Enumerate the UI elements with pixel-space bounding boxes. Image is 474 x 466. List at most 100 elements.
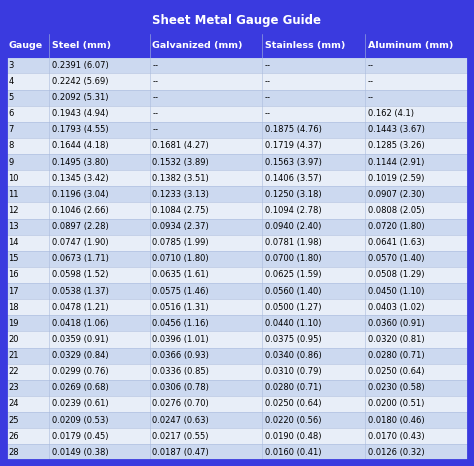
- Text: --: --: [152, 93, 158, 102]
- Text: 0.0396 (1.01): 0.0396 (1.01): [152, 335, 209, 344]
- Text: 0.1644 (4.18): 0.1644 (4.18): [52, 142, 108, 151]
- Text: 0.0450 (1.10): 0.0450 (1.10): [368, 287, 424, 295]
- Text: 17: 17: [9, 287, 19, 295]
- Text: 0.0570 (1.40): 0.0570 (1.40): [368, 254, 425, 263]
- Text: 0.0250 (0.64): 0.0250 (0.64): [368, 367, 425, 376]
- Bar: [6, 412, 468, 428]
- Bar: [6, 34, 468, 57]
- Text: 0.1406 (3.57): 0.1406 (3.57): [265, 174, 322, 183]
- Text: 13: 13: [9, 222, 19, 231]
- Text: 0.1943 (4.94): 0.1943 (4.94): [52, 109, 108, 118]
- Text: Aluminum (mm): Aluminum (mm): [368, 41, 454, 50]
- Text: 0.1144 (2.91): 0.1144 (2.91): [368, 158, 424, 167]
- Bar: [6, 122, 468, 138]
- Text: 0.1084 (2.75): 0.1084 (2.75): [152, 206, 209, 215]
- Text: 0.0375 (0.95): 0.0375 (0.95): [265, 335, 322, 344]
- Bar: [6, 235, 468, 251]
- Text: 0.1046 (2.66): 0.1046 (2.66): [52, 206, 109, 215]
- Text: 28: 28: [9, 448, 19, 457]
- Text: 0.0625 (1.59): 0.0625 (1.59): [265, 270, 321, 280]
- Text: 0.0320 (0.81): 0.0320 (0.81): [368, 335, 425, 344]
- Text: 0.1563 (3.97): 0.1563 (3.97): [265, 158, 322, 167]
- Text: 0.1285 (3.26): 0.1285 (3.26): [368, 142, 425, 151]
- Text: 0.162 (4.1): 0.162 (4.1): [368, 109, 414, 118]
- Text: 22: 22: [9, 367, 19, 376]
- Text: 0.0170 (0.43): 0.0170 (0.43): [368, 432, 425, 441]
- Bar: [6, 202, 468, 219]
- Text: Sheet Metal Gauge Guide: Sheet Metal Gauge Guide: [153, 14, 321, 27]
- Bar: [6, 186, 468, 202]
- Text: 0.0359 (0.91): 0.0359 (0.91): [52, 335, 108, 344]
- Text: 0.0575 (1.46): 0.0575 (1.46): [152, 287, 209, 295]
- Text: 0.0310 (0.79): 0.0310 (0.79): [265, 367, 322, 376]
- Text: 0.0673 (1.71): 0.0673 (1.71): [52, 254, 109, 263]
- Text: 25: 25: [9, 416, 19, 425]
- Text: 0.0126 (0.32): 0.0126 (0.32): [368, 448, 425, 457]
- Text: 0.2391 (6.07): 0.2391 (6.07): [52, 61, 109, 70]
- Bar: [6, 57, 468, 74]
- Text: --: --: [152, 109, 158, 118]
- Text: 19: 19: [9, 319, 19, 328]
- Text: 0.1719 (4.37): 0.1719 (4.37): [265, 142, 322, 151]
- Text: 8: 8: [9, 142, 14, 151]
- Text: 20: 20: [9, 335, 19, 344]
- Text: Steel (mm): Steel (mm): [52, 41, 111, 50]
- Text: 0.0808 (2.05): 0.0808 (2.05): [368, 206, 425, 215]
- Text: 0.0340 (0.86): 0.0340 (0.86): [265, 351, 322, 360]
- Text: 0.1443 (3.67): 0.1443 (3.67): [368, 125, 425, 134]
- Text: 0.0940 (2.40): 0.0940 (2.40): [265, 222, 321, 231]
- Bar: [6, 396, 468, 412]
- Bar: [6, 331, 468, 348]
- Text: 7: 7: [9, 125, 14, 134]
- Text: 0.1345 (3.42): 0.1345 (3.42): [52, 174, 108, 183]
- Bar: [6, 251, 468, 267]
- Text: --: --: [152, 61, 158, 70]
- Text: 0.0508 (1.29): 0.0508 (1.29): [368, 270, 425, 280]
- Text: 0.1233 (3.13): 0.1233 (3.13): [152, 190, 209, 199]
- Bar: [6, 138, 468, 154]
- Text: --: --: [152, 77, 158, 86]
- Text: 15: 15: [9, 254, 19, 263]
- Bar: [6, 106, 468, 122]
- Text: 0.0598 (1.52): 0.0598 (1.52): [52, 270, 108, 280]
- Text: 0.0149 (0.38): 0.0149 (0.38): [52, 448, 108, 457]
- Text: 0.0635 (1.61): 0.0635 (1.61): [152, 270, 209, 280]
- Bar: [6, 380, 468, 396]
- Text: 16: 16: [9, 270, 19, 280]
- Bar: [6, 89, 468, 106]
- Text: 0.0209 (0.53): 0.0209 (0.53): [52, 416, 108, 425]
- Text: 0.0538 (1.37): 0.0538 (1.37): [52, 287, 109, 295]
- Text: 5: 5: [9, 93, 14, 102]
- Text: 0.0280 (0.71): 0.0280 (0.71): [265, 384, 322, 392]
- Text: 0.0710 (1.80): 0.0710 (1.80): [152, 254, 209, 263]
- Text: 0.0500 (1.27): 0.0500 (1.27): [265, 303, 321, 312]
- Text: 0.1793 (4.55): 0.1793 (4.55): [52, 125, 108, 134]
- Text: --: --: [265, 77, 271, 86]
- Text: 0.0440 (1.10): 0.0440 (1.10): [265, 319, 321, 328]
- Text: Stainless (mm): Stainless (mm): [265, 41, 346, 50]
- Text: 0.0478 (1.21): 0.0478 (1.21): [52, 303, 108, 312]
- Text: 0.0306 (0.78): 0.0306 (0.78): [152, 384, 209, 392]
- Bar: [6, 444, 468, 460]
- Text: 0.0516 (1.31): 0.0516 (1.31): [152, 303, 209, 312]
- Text: 0.0418 (1.06): 0.0418 (1.06): [52, 319, 108, 328]
- Text: Galvanized (mm): Galvanized (mm): [152, 41, 243, 50]
- Text: 3: 3: [9, 61, 14, 70]
- Text: 0.0560 (1.40): 0.0560 (1.40): [265, 287, 321, 295]
- Text: 0.1532 (3.89): 0.1532 (3.89): [152, 158, 209, 167]
- Text: 18: 18: [9, 303, 19, 312]
- Text: 0.0781 (1.98): 0.0781 (1.98): [265, 238, 322, 247]
- Text: 14: 14: [9, 238, 19, 247]
- Text: 0.0217 (0.55): 0.0217 (0.55): [152, 432, 209, 441]
- Text: 0.1094 (2.78): 0.1094 (2.78): [265, 206, 322, 215]
- Text: 0.0360 (0.91): 0.0360 (0.91): [368, 319, 425, 328]
- Text: 0.0641 (1.63): 0.0641 (1.63): [368, 238, 425, 247]
- Bar: [6, 219, 468, 235]
- Text: 0.0280 (0.71): 0.0280 (0.71): [368, 351, 425, 360]
- Text: 0.1019 (2.59): 0.1019 (2.59): [368, 174, 424, 183]
- Text: 0.0190 (0.48): 0.0190 (0.48): [265, 432, 321, 441]
- Text: --: --: [368, 93, 374, 102]
- Text: 0.0336 (0.85): 0.0336 (0.85): [152, 367, 209, 376]
- Bar: [6, 348, 468, 363]
- Bar: [6, 363, 468, 380]
